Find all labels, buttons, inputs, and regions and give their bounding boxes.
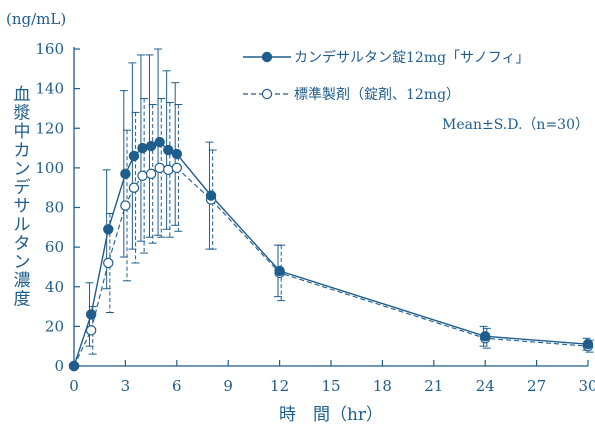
x-tick-label: 12 — [270, 377, 289, 395]
data-point-reference — [128, 182, 140, 193]
y-axis-label-char: ン — [14, 159, 31, 179]
legend-marker-test — [261, 51, 273, 63]
y-tick-label: 100 — [35, 159, 64, 177]
data-point-test — [120, 168, 131, 180]
y-axis-label-char: サ — [14, 197, 31, 217]
data-point-reference — [171, 162, 182, 174]
data-point-test — [137, 142, 148, 154]
data-point-test — [145, 140, 157, 152]
y-tick-label: 20 — [45, 317, 64, 335]
axes: 0 20 40 60 80 100 120 140 160 0 3 6 9 12 15 18 21 24 27 30 — [35, 40, 595, 395]
data-point-reference — [120, 200, 131, 211]
y-axis-label-char: カ — [14, 141, 31, 161]
data-point-test — [103, 224, 114, 235]
x-tick-label: 30 — [578, 377, 595, 395]
data-point-test — [205, 190, 217, 201]
x-tick-label: 0 — [69, 377, 79, 395]
data-point-test — [480, 331, 491, 342]
y-axis-label-char: デ — [14, 177, 31, 198]
y-tick-label: 0 — [54, 357, 64, 375]
legend-label-reference: 標準製剤（錠剤、12mg） — [294, 87, 460, 103]
data-point-reference — [163, 164, 174, 176]
data-point-test — [154, 136, 165, 148]
data-point-test — [85, 309, 97, 320]
series-line-reference — [73, 167, 589, 367]
y-axis-label-char: 濃 — [14, 271, 31, 291]
x-tick-label: 21 — [424, 377, 443, 395]
data-point-reference — [103, 257, 114, 269]
data-point-reference — [145, 168, 157, 180]
y-tick-label: 80 — [45, 199, 64, 217]
y-tick-label: 60 — [45, 238, 64, 256]
y-axis-label-char: 度 — [14, 290, 31, 310]
data-point-test — [68, 360, 80, 372]
x-tick-label: 15 — [321, 377, 340, 395]
mean-sd-annotation: Mean±S.D.（n=30） — [442, 117, 589, 133]
data-point-test — [163, 144, 174, 156]
data-point-test — [582, 339, 594, 350]
x-tick-label: 3 — [121, 377, 131, 395]
x-tick-label: 24 — [476, 377, 495, 395]
x-tick-label: 18 — [373, 377, 392, 395]
series-markers — [68, 136, 594, 372]
y-tick-label: 120 — [35, 119, 64, 137]
y-axis-label-char: タ — [14, 234, 31, 254]
y-axis-label-char: 漿 — [14, 104, 31, 124]
x-tick-label: 9 — [223, 377, 233, 395]
y-axis-label-char: 中 — [14, 122, 31, 142]
data-point-test — [274, 265, 285, 277]
data-point-reference — [154, 162, 165, 174]
legend: カンデサルタン錠12mg「サノフィ」 標準製剤（錠剤、12mg） Mean±S.… — [243, 49, 589, 133]
data-point-test — [171, 148, 182, 160]
x-tick-label: 27 — [527, 377, 546, 395]
x-tick-label: 6 — [172, 377, 182, 395]
legend-label-test: カンデサルタン錠12mg「サノフィ」 — [294, 49, 530, 66]
y-axis-label-char: 血 — [14, 85, 31, 105]
y-axis-label-char: ン — [14, 252, 31, 272]
x-axis-label: 時 間（hr） — [279, 405, 383, 425]
y-tick-label: 40 — [45, 278, 64, 296]
y-tick-label: 140 — [35, 80, 64, 98]
y-axis-label-char: ル — [14, 215, 31, 235]
data-point-test — [128, 150, 140, 162]
y-unit-label: (ng/mL) — [6, 10, 66, 28]
data-point-reference — [85, 325, 97, 336]
y-tick-label: 160 — [35, 40, 64, 58]
legend-marker-reference — [261, 88, 273, 100]
data-point-reference — [137, 170, 148, 181]
